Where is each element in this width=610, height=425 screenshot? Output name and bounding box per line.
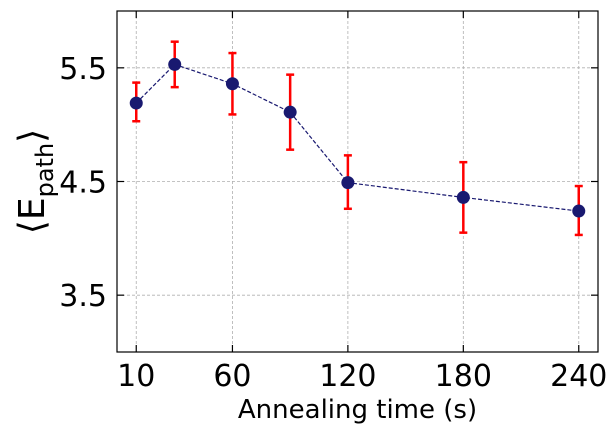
data-point [572, 204, 586, 218]
y-axis-title-main: E [12, 197, 53, 220]
y-axis-title-subscript: path [31, 143, 59, 198]
data-point [168, 57, 182, 71]
x-tick-label: 240 [550, 359, 607, 394]
y-axis-title: ⟨Epath⟩ [12, 129, 59, 234]
x-tick-label: 60 [213, 359, 251, 394]
data-point [129, 96, 143, 110]
y-tick-label: 4.5 [59, 166, 107, 201]
x-tick-label: 180 [435, 359, 492, 394]
y-tick-label: 5.5 [59, 52, 107, 87]
x-tick-label: 10 [117, 359, 155, 394]
y-axis-title-right-bracket: ⟩ [12, 129, 53, 143]
x-tick-label: 120 [319, 359, 376, 394]
grid-lines [117, 11, 598, 352]
data-point [225, 77, 239, 91]
data-point [341, 176, 355, 190]
series-line [135, 63, 579, 212]
data-series [129, 40, 586, 237]
y-tick-label: 3.5 [59, 279, 107, 314]
x-axis-title: Annealing time (s) [238, 395, 477, 425]
data-point [456, 190, 470, 204]
y-axis-title-left-bracket: ⟨ [12, 220, 53, 234]
data-point [283, 105, 297, 119]
axis-ticks [117, 11, 598, 352]
